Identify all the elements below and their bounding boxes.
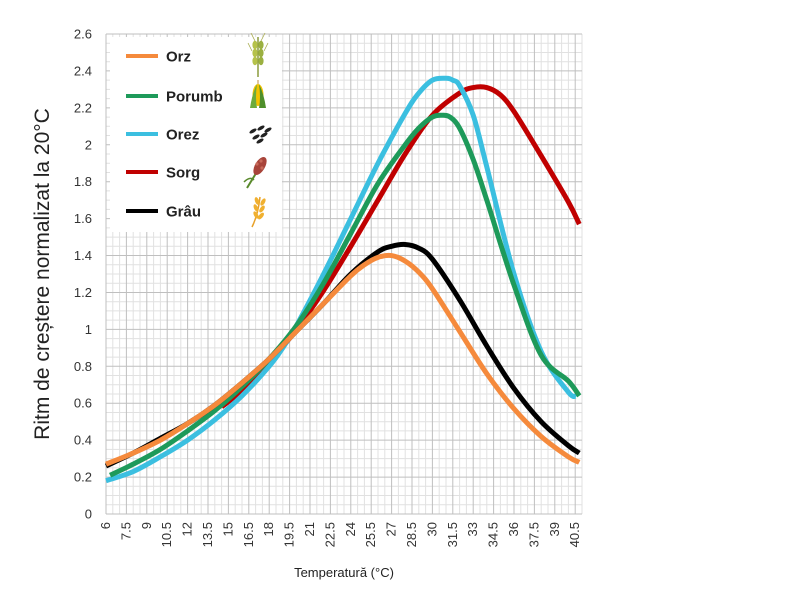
- y-tick-label: 1.8: [74, 174, 92, 189]
- y-tick-label: 1.4: [74, 248, 92, 263]
- x-tick-label: 19.5: [282, 522, 297, 547]
- x-tick-label: 27: [384, 522, 399, 536]
- y-tick-label: 2: [85, 137, 92, 152]
- series-layer: [104, 75, 582, 484]
- y-tick-label: 0.2: [74, 470, 92, 485]
- x-tick-label: 13.5: [200, 522, 215, 547]
- legend-label-orez: Orez: [166, 127, 199, 144]
- series-line-orz: [105, 252, 581, 467]
- x-tick-label: 40.5: [567, 522, 582, 547]
- x-tick-label: 31.5: [445, 522, 460, 547]
- x-tick-label: 24: [343, 522, 358, 536]
- x-tick-label: 10.5: [159, 522, 174, 547]
- legend-label-sorg: Sorg: [166, 165, 200, 182]
- legend-label-orz: Orz: [166, 49, 191, 66]
- y-tick-label: 1: [85, 322, 92, 337]
- y-tick-label: 0.8: [74, 359, 92, 374]
- sorghum-icon: [243, 156, 267, 189]
- x-tick-label: 28.5: [404, 522, 419, 547]
- y-tick-label: 1.6: [74, 211, 92, 226]
- x-tick-label: 12: [180, 522, 195, 536]
- x-tick-label: 39: [547, 522, 562, 536]
- x-tick-label: 30: [424, 522, 439, 536]
- x-tick-label: 22.5: [322, 522, 337, 547]
- series-line-porumb: [108, 112, 582, 478]
- x-tick-label: 34.5: [486, 522, 501, 547]
- y-tick-label: 1.2: [74, 285, 92, 300]
- y-tick-label: 2.6: [74, 27, 92, 42]
- x-tick-label: 18: [261, 522, 276, 536]
- x-tick-label: 6: [98, 522, 113, 529]
- x-tick-label: 25.5: [363, 522, 378, 547]
- legend-label-grau: Grâu: [166, 204, 201, 221]
- y-tick-label: 0.6: [74, 396, 92, 411]
- y-tick-label: 2.4: [74, 63, 92, 78]
- x-tick-label: 36: [506, 522, 521, 536]
- rice-icon: [249, 125, 272, 144]
- x-tick-label: 15: [220, 522, 235, 536]
- y-tick-label: 0.4: [74, 433, 92, 448]
- series-line-orez: [105, 75, 578, 484]
- x-tick-label: 16.5: [241, 522, 256, 547]
- x-tick-label: 37.5: [526, 522, 541, 547]
- wheat-icon: [251, 196, 266, 228]
- x-axis-title: Temperatură (°C): [294, 565, 394, 580]
- legend-label-porumb: Porumb: [166, 89, 223, 106]
- barley-icon: [247, 32, 269, 77]
- y-tick-label: 0: [85, 507, 92, 522]
- corn-icon: [250, 80, 266, 108]
- x-tick-label: 33: [465, 522, 480, 536]
- x-axis-ticks: 6 7.5 9 10.5 12 13.5 15 16.5 18 19.5 21 22.5 24 25.5 2…: [98, 522, 582, 547]
- y-tick-label: 2.2: [74, 100, 92, 115]
- y-axis-title: Ritm de creștere normalizat la 20°C: [31, 108, 54, 440]
- legend: Orz Porumb Orez Sorg Grâu: [110, 32, 282, 232]
- x-tick-label: 21: [302, 522, 317, 536]
- x-tick-label: 9: [139, 522, 154, 529]
- x-tick-label: 7.5: [118, 522, 133, 540]
- y-axis-ticks: 0 0.2 0.4 0.6 0.8 1 1.2 1.4 1.6 1.8 2 2.2 2.4 2.6: [74, 27, 92, 522]
